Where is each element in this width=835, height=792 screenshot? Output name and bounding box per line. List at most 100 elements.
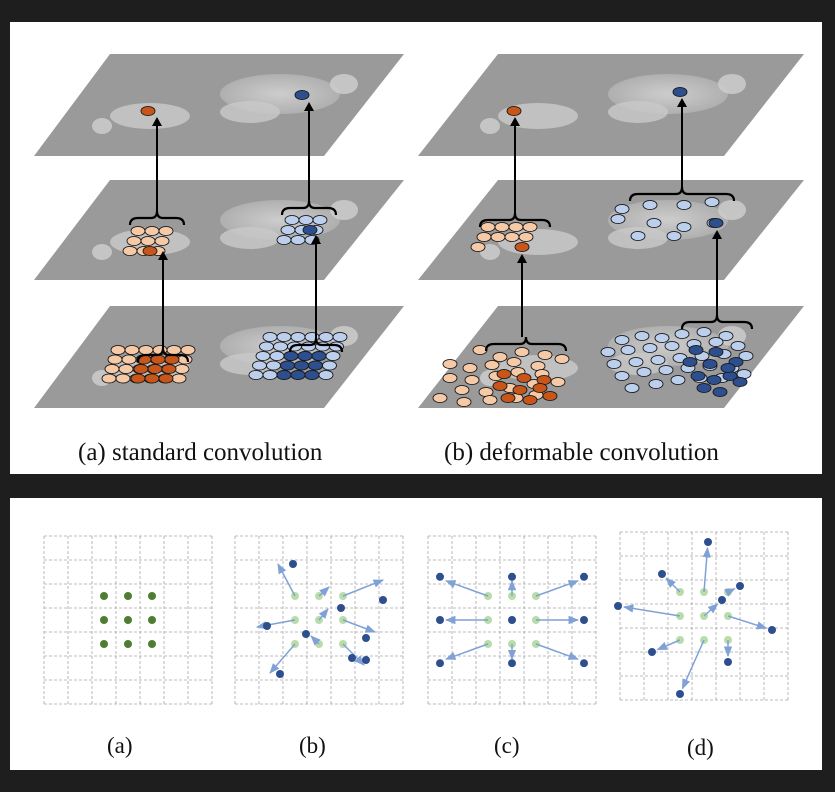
plane-surface [418, 54, 804, 156]
sampling-point [110, 344, 126, 356]
sampling-point [708, 217, 724, 229]
sampling-point [294, 360, 309, 371]
sampling-point [648, 378, 664, 390]
sampling-point [724, 658, 732, 666]
feature-map-plane [34, 180, 404, 280]
sampling-point [522, 394, 538, 406]
offset-arrow [277, 563, 296, 597]
sampling-point [532, 382, 548, 394]
layered-feature-maps-diagram: (a) standard convolution (b) deformable … [34, 54, 804, 466]
sampling-point [736, 582, 744, 590]
offset-arrow [727, 615, 768, 630]
sampling-point [470, 241, 486, 253]
sampling-point [283, 350, 299, 362]
sampling-point [150, 354, 166, 365]
sampling-point [512, 384, 528, 396]
sampling-point [642, 199, 658, 211]
sampling-point [670, 374, 686, 386]
offset-arrow [681, 639, 705, 690]
sampling-point [508, 659, 516, 668]
sampling-point [664, 340, 680, 352]
feature-map-plane [418, 180, 804, 280]
sampling-point [580, 572, 588, 581]
sampling-point [289, 560, 297, 568]
sampling-point [672, 86, 688, 98]
label-grid-d: (d) [687, 735, 714, 760]
sampling-point [768, 626, 776, 634]
sampling-point [171, 373, 187, 384]
sampling-grid-b [234, 535, 404, 705]
sampling-point [676, 221, 692, 233]
sampling-point [100, 592, 108, 600]
sampling-point [130, 373, 146, 384]
sampling-point [516, 372, 532, 384]
receptive-field-connectors [128, 98, 754, 363]
sampling-point [273, 341, 288, 352]
sampling-point [337, 604, 345, 612]
sampling-point [636, 366, 652, 378]
sampling-point [124, 592, 132, 600]
sampling-point [718, 330, 734, 342]
sampling-point [100, 640, 108, 648]
sampling-point [325, 350, 341, 362]
sampling-point [480, 221, 496, 233]
sampling-point [704, 196, 720, 208]
sampling-point [362, 656, 370, 664]
offset-arrow [665, 577, 681, 593]
label-grid-c: (c) [494, 733, 520, 758]
sampling-point [554, 353, 570, 365]
upward-arrow-head [304, 102, 314, 111]
sheep-head [718, 200, 746, 220]
sampling-point [628, 356, 644, 368]
sampling-point [166, 344, 182, 356]
sampling-point [302, 224, 318, 236]
sampling-point [138, 344, 154, 356]
sampling-point [484, 359, 500, 371]
sampling-point [614, 370, 630, 382]
caption-standard-convolution: (a) standard convolution [78, 439, 323, 466]
sampling-point [276, 369, 292, 381]
sampling-point [266, 360, 281, 371]
sampling-point [682, 356, 698, 368]
label-grid-b: (b) [299, 733, 326, 758]
sampling-point [666, 230, 682, 242]
plane-surface [34, 54, 404, 156]
sheep-head [330, 74, 358, 94]
sampling-point [107, 354, 123, 365]
sampling-point [174, 363, 190, 375]
sampling-point [614, 602, 622, 610]
offset-arrow [255, 619, 296, 630]
sampling-point [634, 330, 650, 342]
offset-arrow [702, 546, 711, 593]
plane-surface [418, 180, 804, 280]
offset-arrow [535, 580, 579, 597]
sampling-point [312, 214, 328, 226]
sampling-point [276, 234, 292, 246]
sampling-point [122, 245, 138, 257]
sampling-point [642, 342, 658, 354]
sampling-point [290, 234, 306, 246]
sampling-point [322, 360, 337, 371]
sampling-point [688, 344, 704, 356]
sampling-point [482, 394, 498, 406]
sampling-point [492, 351, 508, 363]
sampling-point [506, 356, 522, 368]
sampling-point [508, 616, 516, 624]
sampling-point [514, 346, 530, 358]
sampling-point [537, 349, 553, 361]
upward-arrow-head [712, 230, 722, 239]
sampling-point [496, 368, 512, 380]
sampling-point [658, 364, 674, 376]
lamb-silhouette [220, 101, 280, 123]
sampling-point [436, 659, 444, 668]
offset-arrow [342, 619, 376, 633]
offset-arrow [622, 604, 681, 617]
sampling-point [456, 396, 472, 408]
sampling-point [732, 376, 748, 388]
sampling-point [259, 341, 274, 352]
sampling-point [432, 392, 448, 404]
sampling-point [462, 362, 478, 374]
sampling-point [500, 392, 516, 404]
sampling-point [610, 213, 626, 225]
sampling-point [492, 380, 508, 392]
